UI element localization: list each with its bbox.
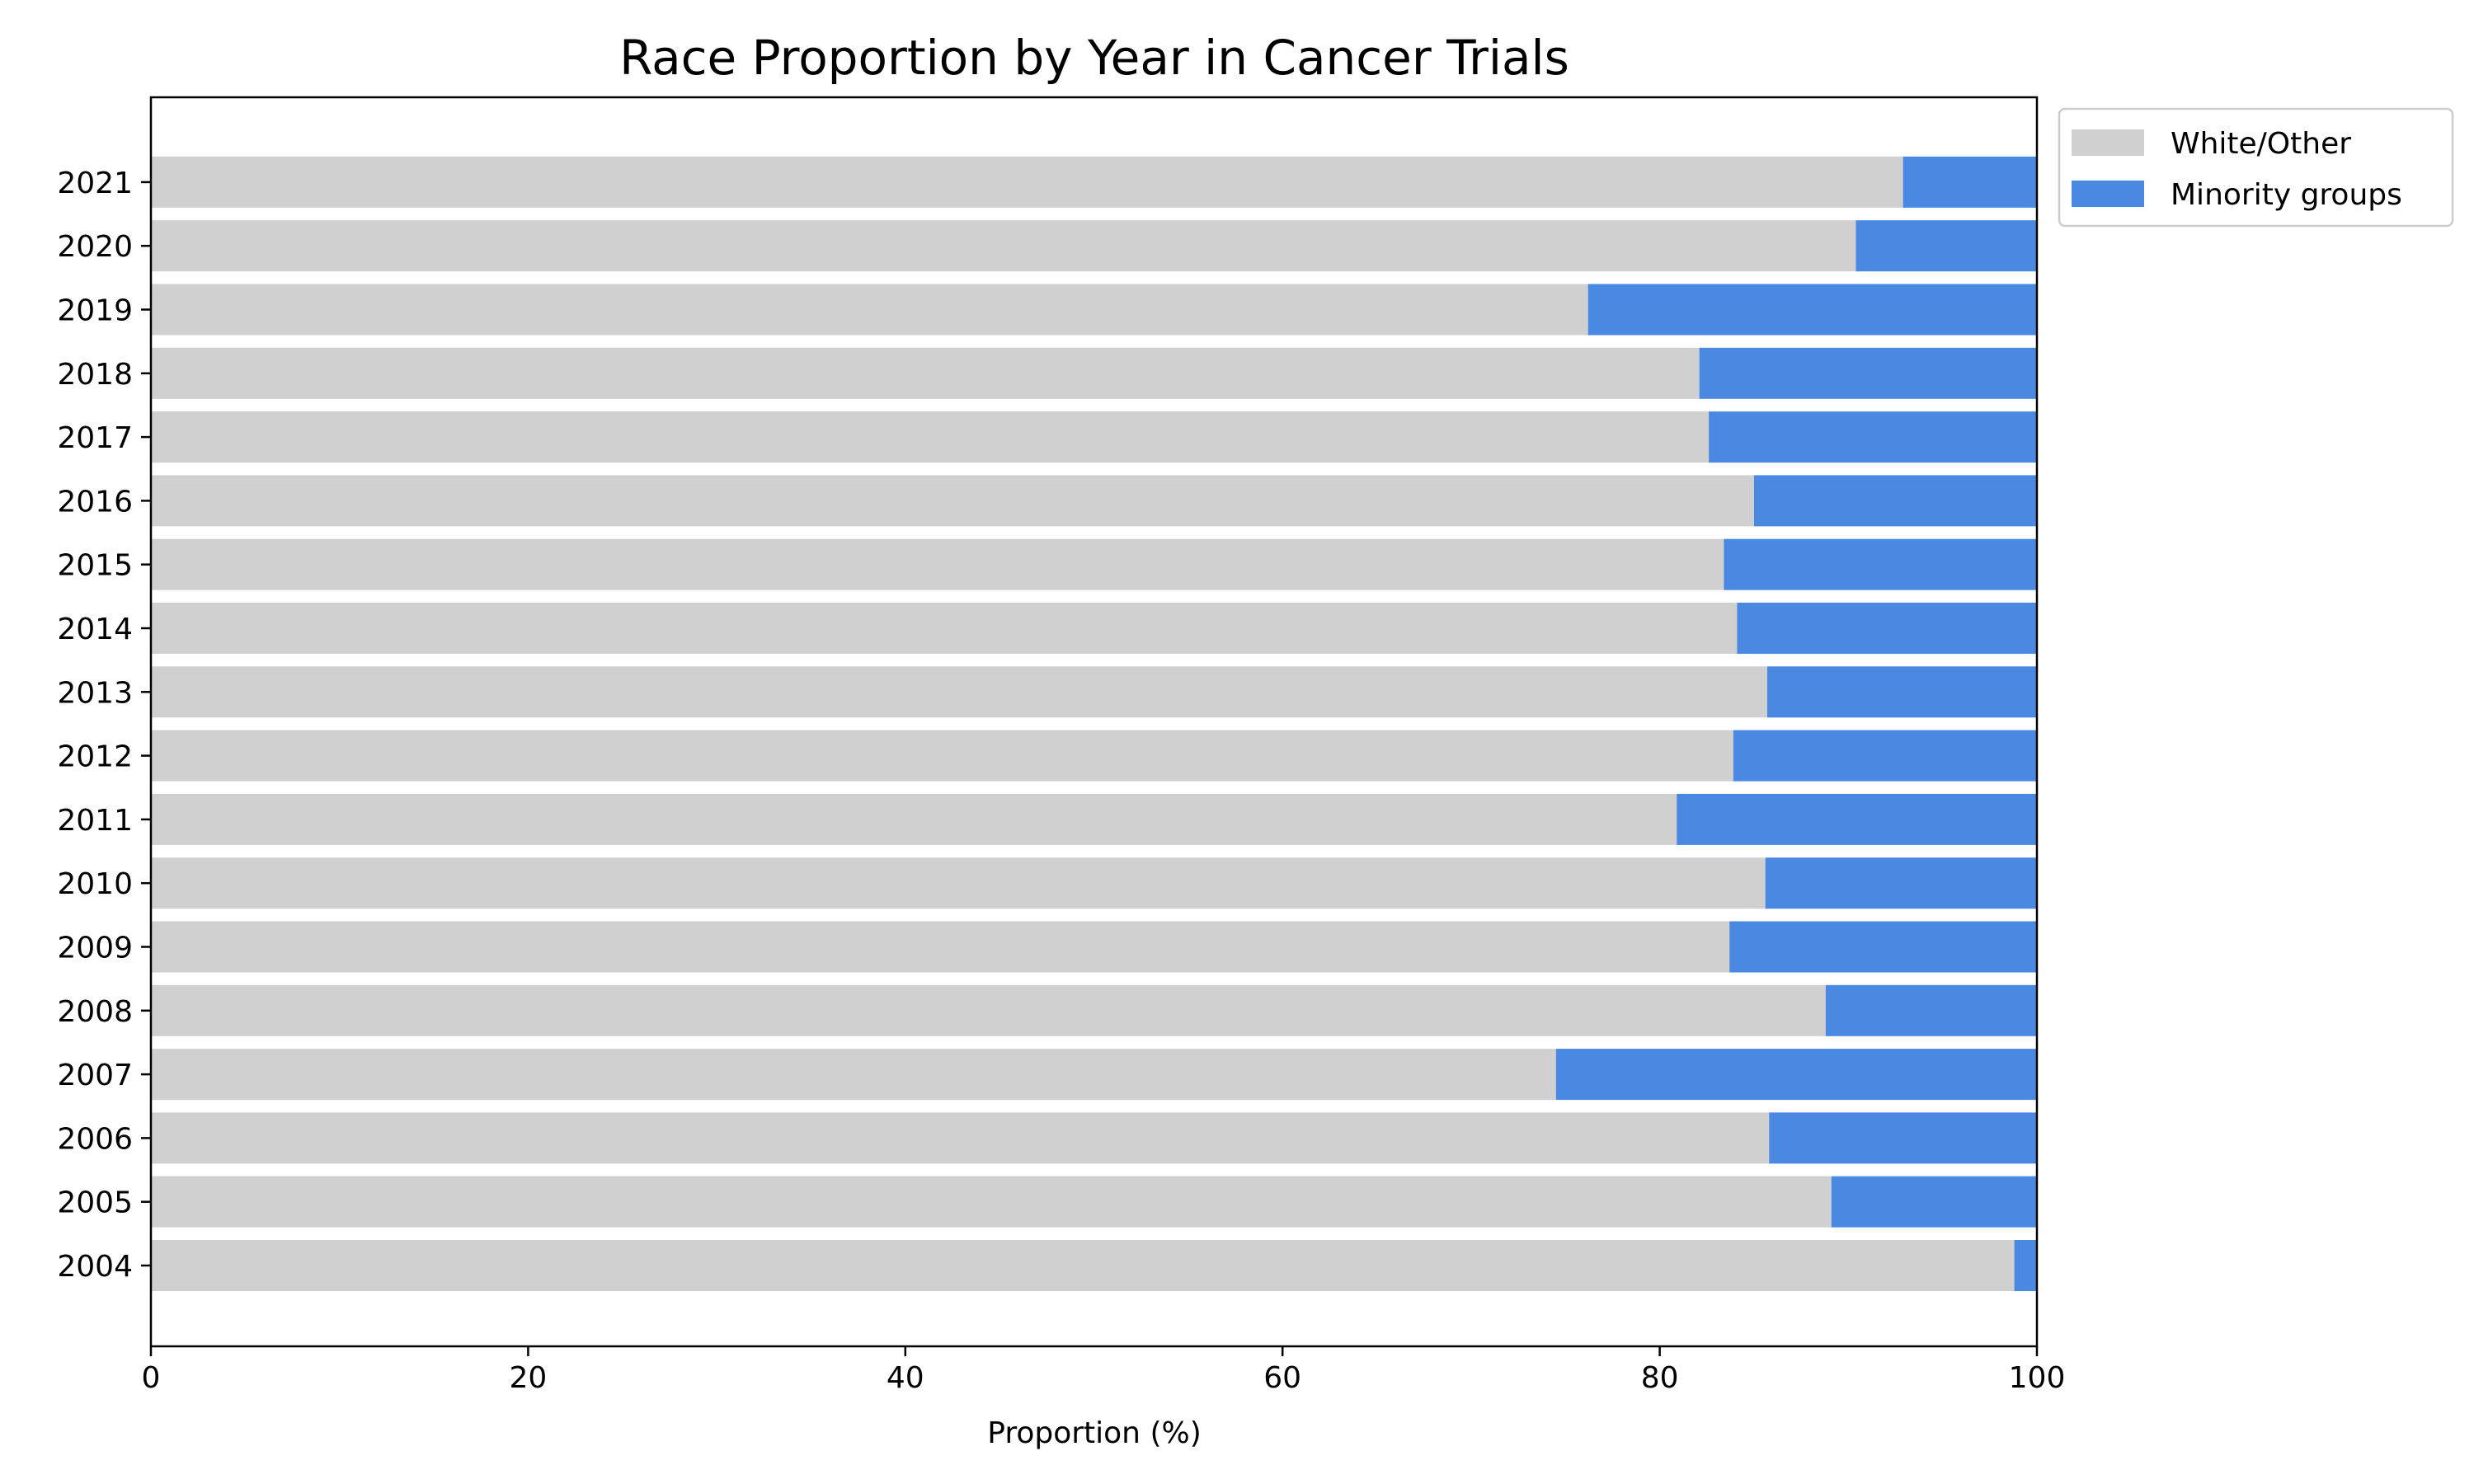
bar-2017-minority-groups (1709, 411, 2037, 463)
x-axis: 0 20 40 60 80 100 (142, 1346, 2066, 1395)
bar-2015-white-other (151, 538, 1724, 590)
y-tick-label: 2015 (57, 549, 133, 583)
bar-2014-minority-groups (1737, 603, 2037, 654)
bars-layer (151, 156, 2037, 1291)
x-tick-label: 60 (1263, 1361, 1301, 1395)
y-tick-label: 2007 (57, 1059, 133, 1092)
y-tick-label: 2010 (57, 867, 133, 901)
bar-2008-white-other (151, 984, 1826, 1036)
x-tick-label: 80 (1641, 1361, 1679, 1395)
bar-2020-white-other (151, 220, 1856, 272)
y-tick-label: 2019 (57, 294, 133, 328)
bar-2004-white-other (151, 1240, 2015, 1291)
bar-2019-white-other (151, 284, 1588, 336)
chart-title: Race Proportion by Year in Cancer Trials (619, 30, 1569, 86)
bar-2011-minority-groups (1677, 793, 2037, 845)
bar-2009-minority-groups (1729, 921, 2037, 973)
bar-2016-minority-groups (1753, 475, 2037, 527)
x-tick-label: 40 (887, 1361, 924, 1395)
x-tick-label: 100 (2009, 1361, 2066, 1395)
bar-2005-white-other (151, 1176, 1832, 1228)
bar-2017-white-other (151, 411, 1710, 463)
legend: White/Other Minority groups (2058, 107, 2454, 228)
plot-frame (149, 96, 2039, 1348)
y-tick-label: 2020 (57, 230, 133, 264)
y-tick-label: 2011 (57, 804, 133, 838)
bar-2010-white-other (151, 857, 1766, 909)
bar-2008-minority-groups (1825, 984, 2037, 1036)
bar-2006-white-other (151, 1112, 1770, 1164)
bar-2012-white-other (151, 730, 1733, 782)
bar-2006-minority-groups (1769, 1112, 2037, 1164)
bar-2011-white-other (151, 793, 1677, 845)
y-tick-label: 2013 (57, 676, 133, 710)
x-axis-title: Proportion (%) (987, 1416, 1202, 1450)
bar-2010-minority-groups (1765, 857, 2037, 909)
y-tick-label: 2021 (57, 167, 133, 200)
y-tick-label: 2006 (57, 1122, 133, 1156)
y-tick-label: 2009 (57, 932, 133, 965)
legend-swatch-minority-groups (2072, 181, 2144, 207)
legend-box (2058, 107, 2454, 228)
bar-2005-minority-groups (1831, 1176, 2037, 1228)
bar-2018-minority-groups (1699, 347, 2037, 399)
bar-2007-minority-groups (1555, 1049, 2037, 1101)
bar-2016-white-other (151, 475, 1754, 527)
bar-2014-white-other (151, 603, 1738, 654)
bar-2012-minority-groups (1733, 730, 2037, 782)
bar-2018-white-other (151, 347, 1700, 399)
y-tick-label: 2005 (57, 1186, 133, 1220)
y-tick-label: 2016 (57, 485, 133, 519)
bar-2013-white-other (151, 666, 1767, 718)
bar-2021-minority-groups (1903, 156, 2037, 208)
legend-label-minority-groups: Minority groups (2171, 178, 2402, 212)
legend-label-white-other: White/Other (2171, 127, 2351, 161)
bar-2004-minority-groups (2014, 1240, 2037, 1291)
bar-2013-minority-groups (1766, 666, 2037, 718)
y-axis: 2004 2005 2006 2007 2008 2009 2010 2011 2012 2013… (57, 167, 151, 1284)
y-tick-label: 2014 (57, 613, 133, 646)
bar-2020-minority-groups (1856, 220, 2037, 272)
y-tick-label: 2008 (57, 995, 133, 1029)
bar-2007-white-other (151, 1049, 1556, 1101)
bar-2009-white-other (151, 921, 1730, 973)
bar-2019-minority-groups (1587, 284, 2037, 336)
bar-2015-minority-groups (1724, 538, 2037, 590)
legend-swatch-white-other (2072, 129, 2144, 156)
bar-2021-white-other (151, 156, 1903, 208)
y-tick-label: 2012 (57, 740, 133, 774)
y-tick-label: 2004 (57, 1250, 133, 1284)
x-tick-label: 0 (142, 1361, 161, 1395)
y-tick-label: 2018 (57, 358, 133, 392)
y-tick-label: 2017 (57, 421, 133, 455)
x-tick-label: 20 (509, 1361, 547, 1395)
